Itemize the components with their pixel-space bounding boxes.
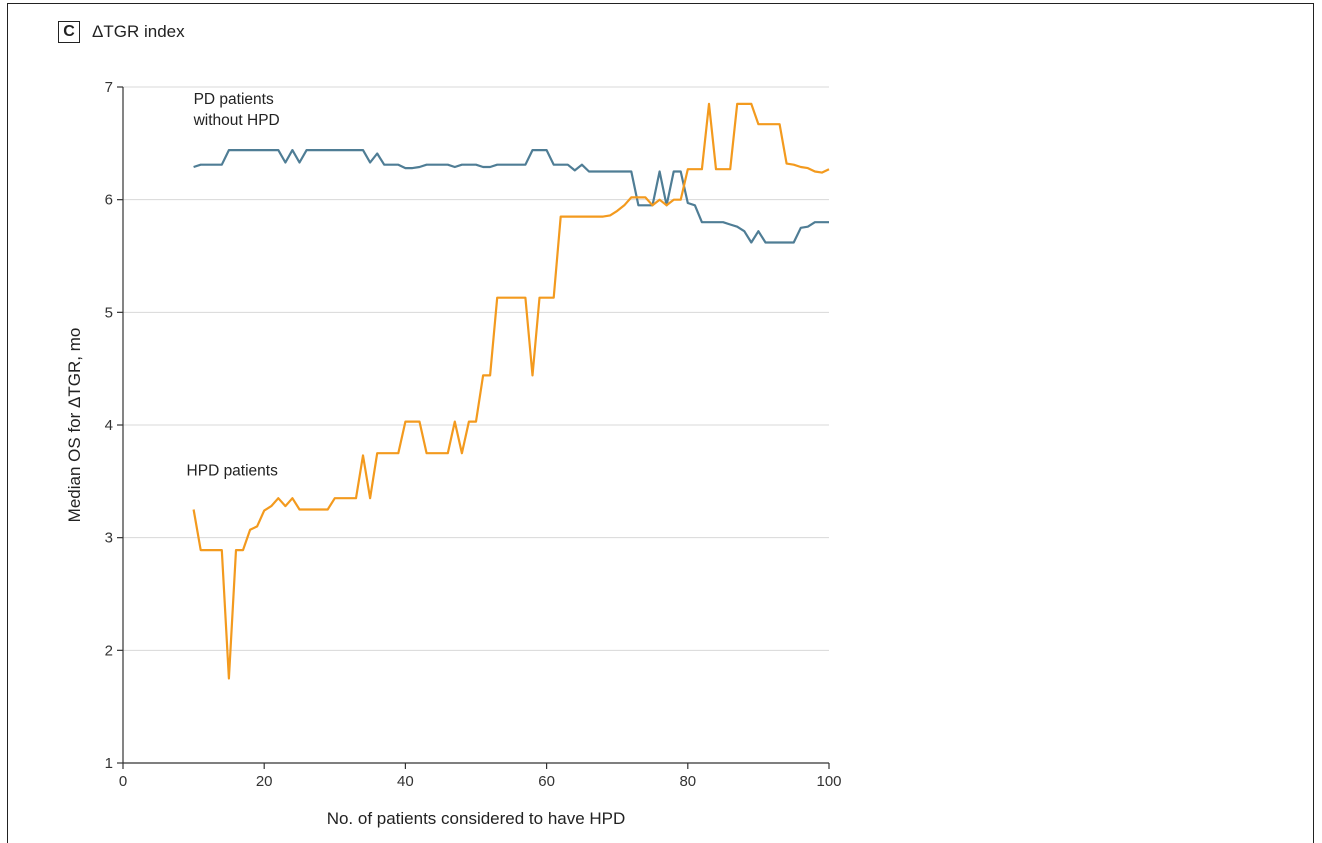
y-tick-label: 4 [105,417,113,434]
x-tick-label: 0 [119,773,127,790]
x-tick-label: 20 [256,773,273,790]
y-tick-label: 1 [105,755,113,772]
y-tick-label: 7 [105,79,113,96]
y-axis-label: Median OS for ΔTGR, mo [65,328,84,523]
y-tick-label: 5 [105,304,113,321]
x-tick-label: 80 [679,773,696,790]
x-tick-label: 40 [397,773,414,790]
y-tick-label: 2 [105,642,113,659]
annotation-pd-without-hpd: PD patients without HPD [193,91,280,129]
annotation-hpd: HPD patients [187,463,279,480]
panel-title: ΔTGR index [92,22,185,41]
series-lines [192,102,830,680]
x-tick-label: 100 [816,773,841,790]
series-line-pd-without-hpd [193,149,829,244]
x-axis-label: No. of patients considered to have HPD [327,809,626,828]
y-tick-label: 6 [105,192,113,209]
annotations: PD patients without HPD HPD patients [187,91,280,480]
y-tick-label: 3 [105,530,113,547]
gridlines [123,86,829,651]
x-tick-label: 60 [538,773,555,790]
axes: 1 2 3 4 5 6 7 0 20 40 60 80 100 [105,79,842,790]
panel-letter-badge: C [58,21,80,43]
figure-frame [7,3,1314,843]
series-line-hpd [192,102,830,680]
